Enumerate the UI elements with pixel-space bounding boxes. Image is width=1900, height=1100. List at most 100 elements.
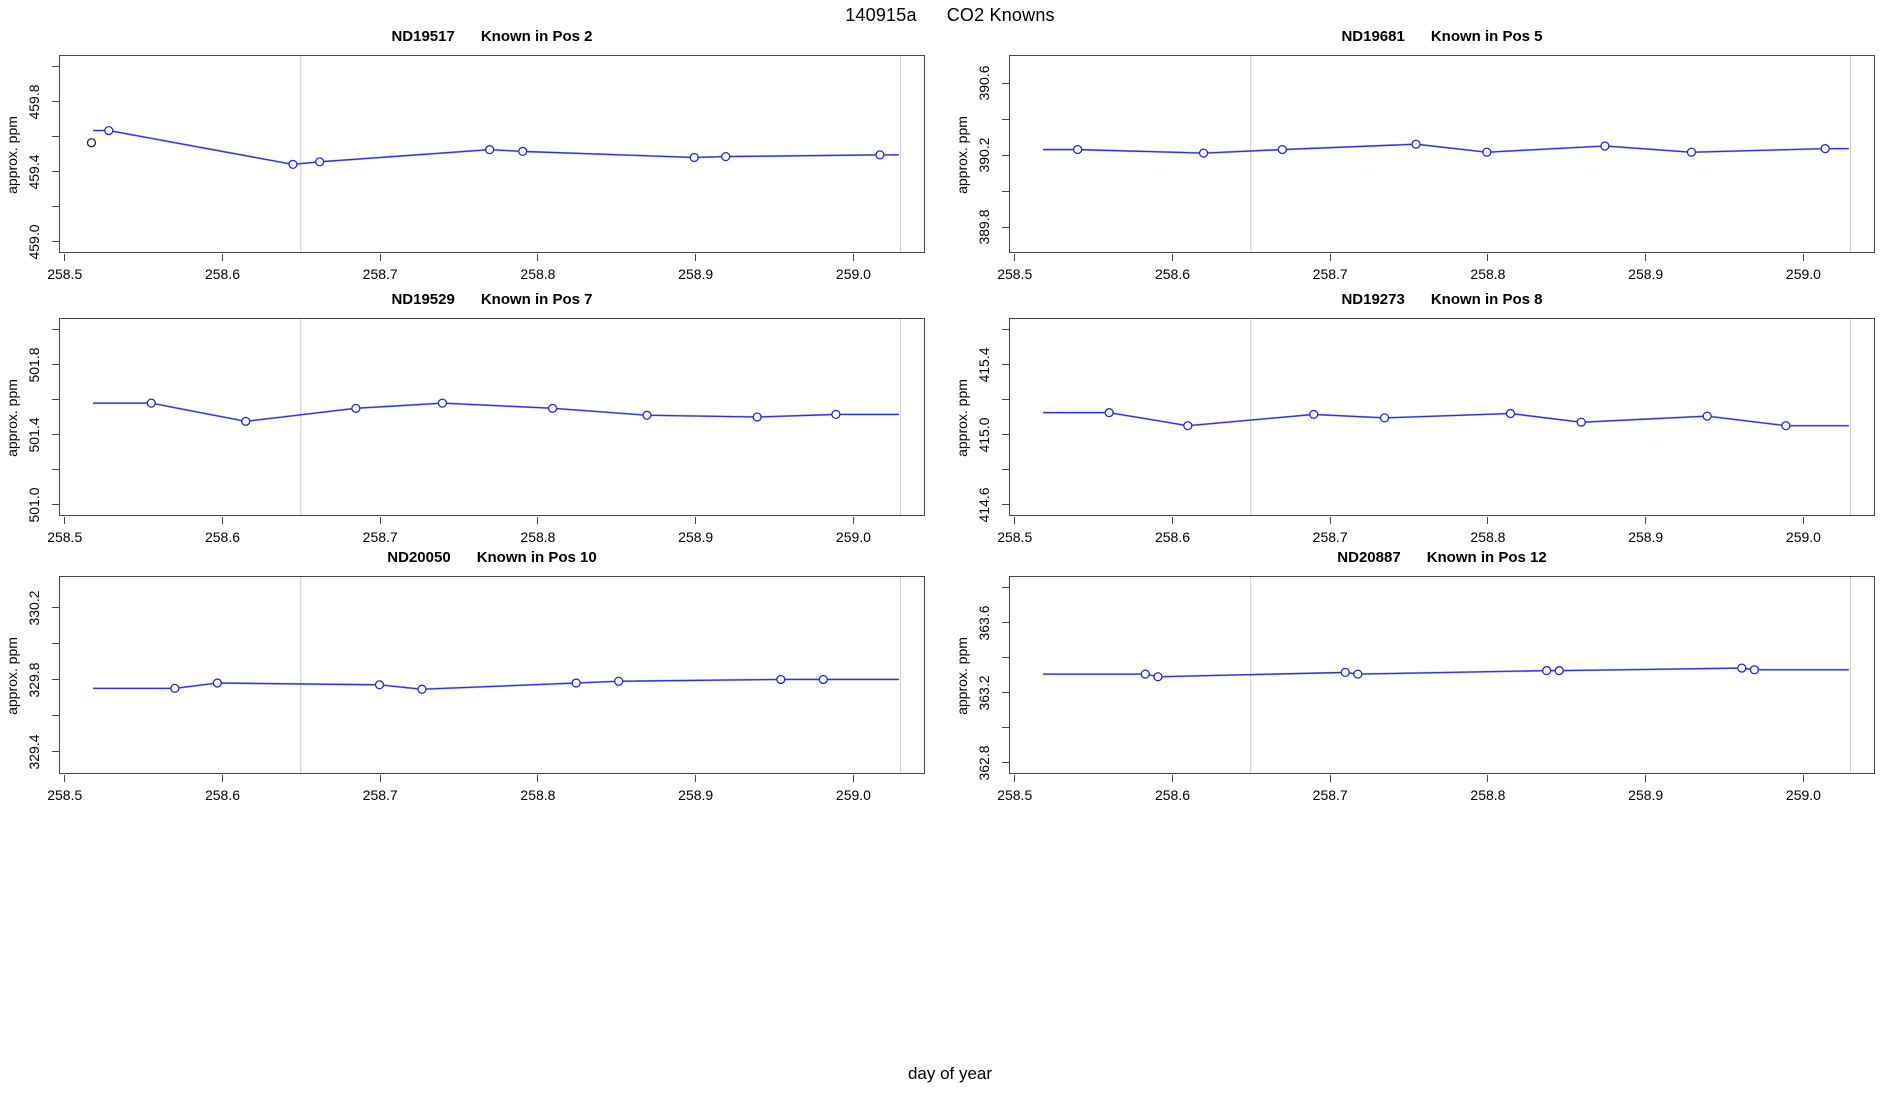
y-tick-mark [52, 364, 59, 366]
x-tick-label: 258.5 [47, 529, 83, 545]
y-tick-mark [52, 504, 59, 506]
y-tick-mark [1002, 399, 1009, 401]
x-tick-label: 258.5 [47, 787, 83, 803]
y-axis-label: approx. ppm [4, 379, 20, 457]
sample-id: ND20050 [387, 549, 451, 566]
y-tick-mark [52, 679, 59, 681]
series-line [1043, 143, 1849, 154]
y-tick-mark [1002, 364, 1009, 366]
y-tick-mark [1002, 226, 1009, 228]
data-point-marker [1198, 148, 1209, 158]
y-tick-mark [1002, 434, 1009, 436]
x-tick-mark [1802, 775, 1804, 782]
x-tick-label: 258.8 [1470, 266, 1506, 282]
y-tick-label: 363.2 [976, 675, 992, 711]
y-tick-label: 459.8 [26, 84, 42, 120]
x-tick-mark [1645, 775, 1647, 782]
panel-ND19681: ND19681 Known in Pos 5 258.5 258.6 258.7 258.… [954, 28, 1875, 282]
x-tick-mark [1645, 254, 1647, 261]
y-axis-label: approx. ppm [954, 116, 970, 194]
y-tick-mark [1002, 587, 1009, 588]
data-point-marker [417, 684, 427, 694]
x-tick-label: 258.7 [1312, 266, 1348, 282]
x-tick-mark [1014, 517, 1016, 524]
data-point-marker [1104, 408, 1114, 418]
y-tick-mark [1002, 657, 1009, 659]
y-tick-label: 330.2 [26, 590, 42, 626]
figure-title: 140915a CO2 Knowns [0, 5, 1900, 26]
x-tick-label: 258.9 [678, 529, 714, 545]
x-tick-label: 258.5 [47, 266, 83, 282]
x-tick-mark [1171, 775, 1173, 782]
data-point-marker [1702, 411, 1712, 421]
x-tick-mark [1802, 517, 1804, 524]
sample-id: ND19273 [1341, 291, 1405, 308]
x-tick-mark [695, 775, 697, 782]
y-tick-label: 362.8 [976, 745, 992, 781]
y-tick-label: 415.4 [976, 347, 992, 383]
x-tick-mark [64, 775, 66, 782]
plot-area [1043, 319, 1851, 515]
y-tick-mark [1002, 154, 1009, 156]
sample-id: ND20887 [1337, 549, 1401, 566]
data-point-marker [1353, 669, 1363, 679]
run-id: 140915a [845, 5, 917, 25]
y-axis-label: approx. ppm [4, 637, 20, 715]
y-tick-mark [1002, 82, 1009, 84]
x-tick-label: 258.8 [1470, 787, 1506, 803]
data-point-marker [1411, 139, 1421, 149]
y-tick-mark [52, 751, 59, 753]
x-tick-label: 259.0 [835, 266, 871, 282]
data-point-marker [875, 150, 885, 160]
data-point-marker [1554, 666, 1564, 676]
position-label: Known in Pos 7 [480, 291, 593, 308]
data-point-marker [518, 146, 528, 157]
y-tick-label: 389.8 [976, 209, 992, 245]
outlier-point-marker [86, 138, 97, 148]
y-tick-mark [52, 136, 59, 138]
y-tick-label: 329.8 [26, 662, 42, 698]
panel-ND19517: ND19517 Known in Pos 2 258.5 258.6 258.7 258.… [4, 28, 925, 282]
y-axis-label: approx. ppm [954, 379, 970, 457]
y-tick-mark [1002, 692, 1009, 694]
data-point-marker [547, 403, 558, 413]
position-label: Known in Pos 8 [1430, 291, 1543, 308]
y-tick-mark [52, 329, 59, 330]
data-point-marker [1686, 147, 1697, 157]
data-point-marker [1505, 408, 1516, 419]
series-line [1043, 412, 1849, 427]
x-tick-mark [1171, 254, 1173, 261]
data-point-marker [1781, 421, 1791, 431]
panel-title: ND19273 Known in Pos 8 [970, 291, 1900, 308]
x-tick-label: 258.9 [678, 266, 714, 282]
plot-area [93, 319, 901, 515]
sample-id: ND19517 [391, 28, 455, 45]
y-axis-label: approx. ppm [954, 637, 970, 715]
x-tick-mark [852, 517, 854, 524]
x-tick-label: 258.8 [520, 266, 556, 282]
y-tick-mark [52, 607, 59, 609]
x-tick-mark [1487, 517, 1489, 524]
data-point-marker [146, 398, 156, 408]
y-tick-label: 390.2 [976, 137, 992, 173]
y-tick-mark [52, 469, 59, 471]
x-tick-mark [1329, 254, 1331, 261]
data-point-marker [241, 416, 251, 426]
position-label: Known in Pos 2 [480, 28, 593, 45]
data-point-marker [1379, 413, 1390, 423]
y-tick-mark [52, 101, 59, 103]
figure-title-text: CO2 Knowns [946, 5, 1055, 25]
x-tick-label: 258.9 [1628, 787, 1664, 803]
data-point-marker [571, 678, 581, 688]
x-tick-mark [1487, 775, 1489, 782]
series-line [1043, 667, 1849, 678]
y-tick-label: 459.0 [26, 224, 42, 260]
data-point-marker [1340, 667, 1350, 678]
series-line [93, 129, 899, 166]
x-tick-mark [695, 254, 697, 261]
data-point-marker [1542, 666, 1552, 676]
y-tick-label: 501.0 [26, 487, 42, 523]
x-tick-mark [221, 517, 223, 524]
x-tick-label: 258.7 [362, 787, 398, 803]
y-tick-label: 459.4 [26, 154, 42, 190]
